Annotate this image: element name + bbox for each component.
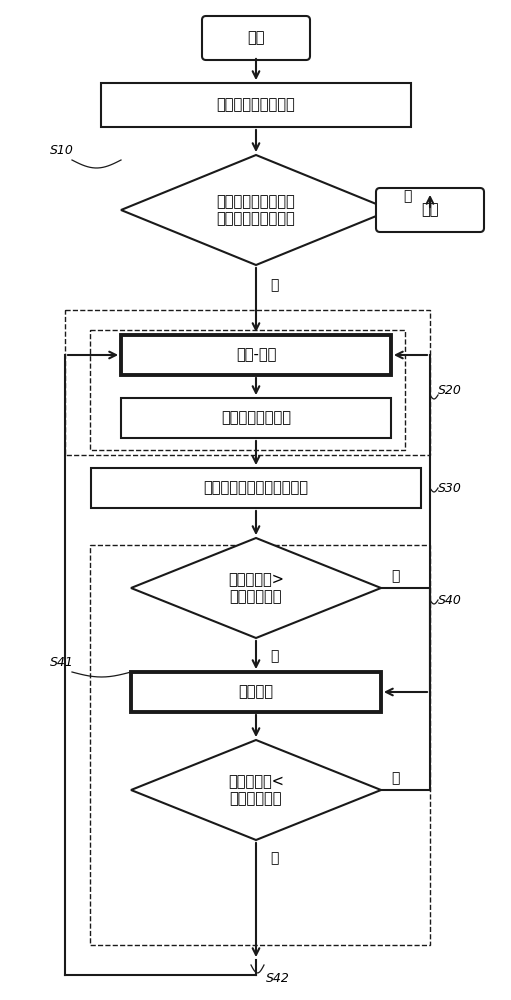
Text: 学习可靠性<
下限参考値？: 学习可靠性< 下限参考値？ (228, 774, 284, 806)
Text: S10: S10 (50, 143, 74, 156)
Bar (90, 545, 430, 945)
Text: S42: S42 (266, 972, 290, 984)
Text: 结束: 结束 (421, 202, 439, 218)
Bar (90, 330, 405, 450)
Text: 锁定控制: 锁定控制 (239, 684, 273, 700)
Text: 是: 是 (270, 649, 278, 663)
Text: 开始: 开始 (247, 30, 265, 45)
Text: 否: 否 (403, 189, 411, 203)
Text: 是: 是 (270, 278, 278, 292)
Text: 执行传递转矩学习: 执行传递转矩学习 (221, 410, 291, 426)
Text: 检查传递转矩和学习可靠性: 检查传递转矩和学习可靠性 (203, 481, 309, 495)
Text: 否: 否 (391, 569, 400, 583)
Text: 是: 是 (270, 851, 278, 865)
Bar (121, 335, 391, 375)
Text: 否: 否 (391, 771, 400, 785)
Polygon shape (121, 155, 391, 265)
FancyBboxPatch shape (202, 16, 310, 60)
Polygon shape (131, 538, 381, 638)
Bar (121, 398, 391, 438)
Text: S30: S30 (438, 482, 462, 494)
Bar (101, 83, 411, 127)
Bar (91, 468, 421, 508)
Text: 当变速排挡耦接到离
合器时车辆移动吗？: 当变速排挡耦接到离 合器时车辆移动吗？ (217, 194, 295, 226)
Polygon shape (131, 740, 381, 840)
Text: 滑移-控制: 滑移-控制 (236, 348, 276, 362)
Text: S41: S41 (50, 656, 74, 668)
Text: S20: S20 (438, 383, 462, 396)
Text: 确定哪个车辆在移动: 确定哪个车辆在移动 (217, 98, 295, 112)
Text: S40: S40 (438, 593, 462, 606)
FancyBboxPatch shape (376, 188, 484, 232)
Bar (65, 310, 430, 455)
Text: 学习可靠性>
上限参考値？: 学习可靠性> 上限参考値？ (228, 572, 284, 604)
Bar (131, 672, 381, 712)
